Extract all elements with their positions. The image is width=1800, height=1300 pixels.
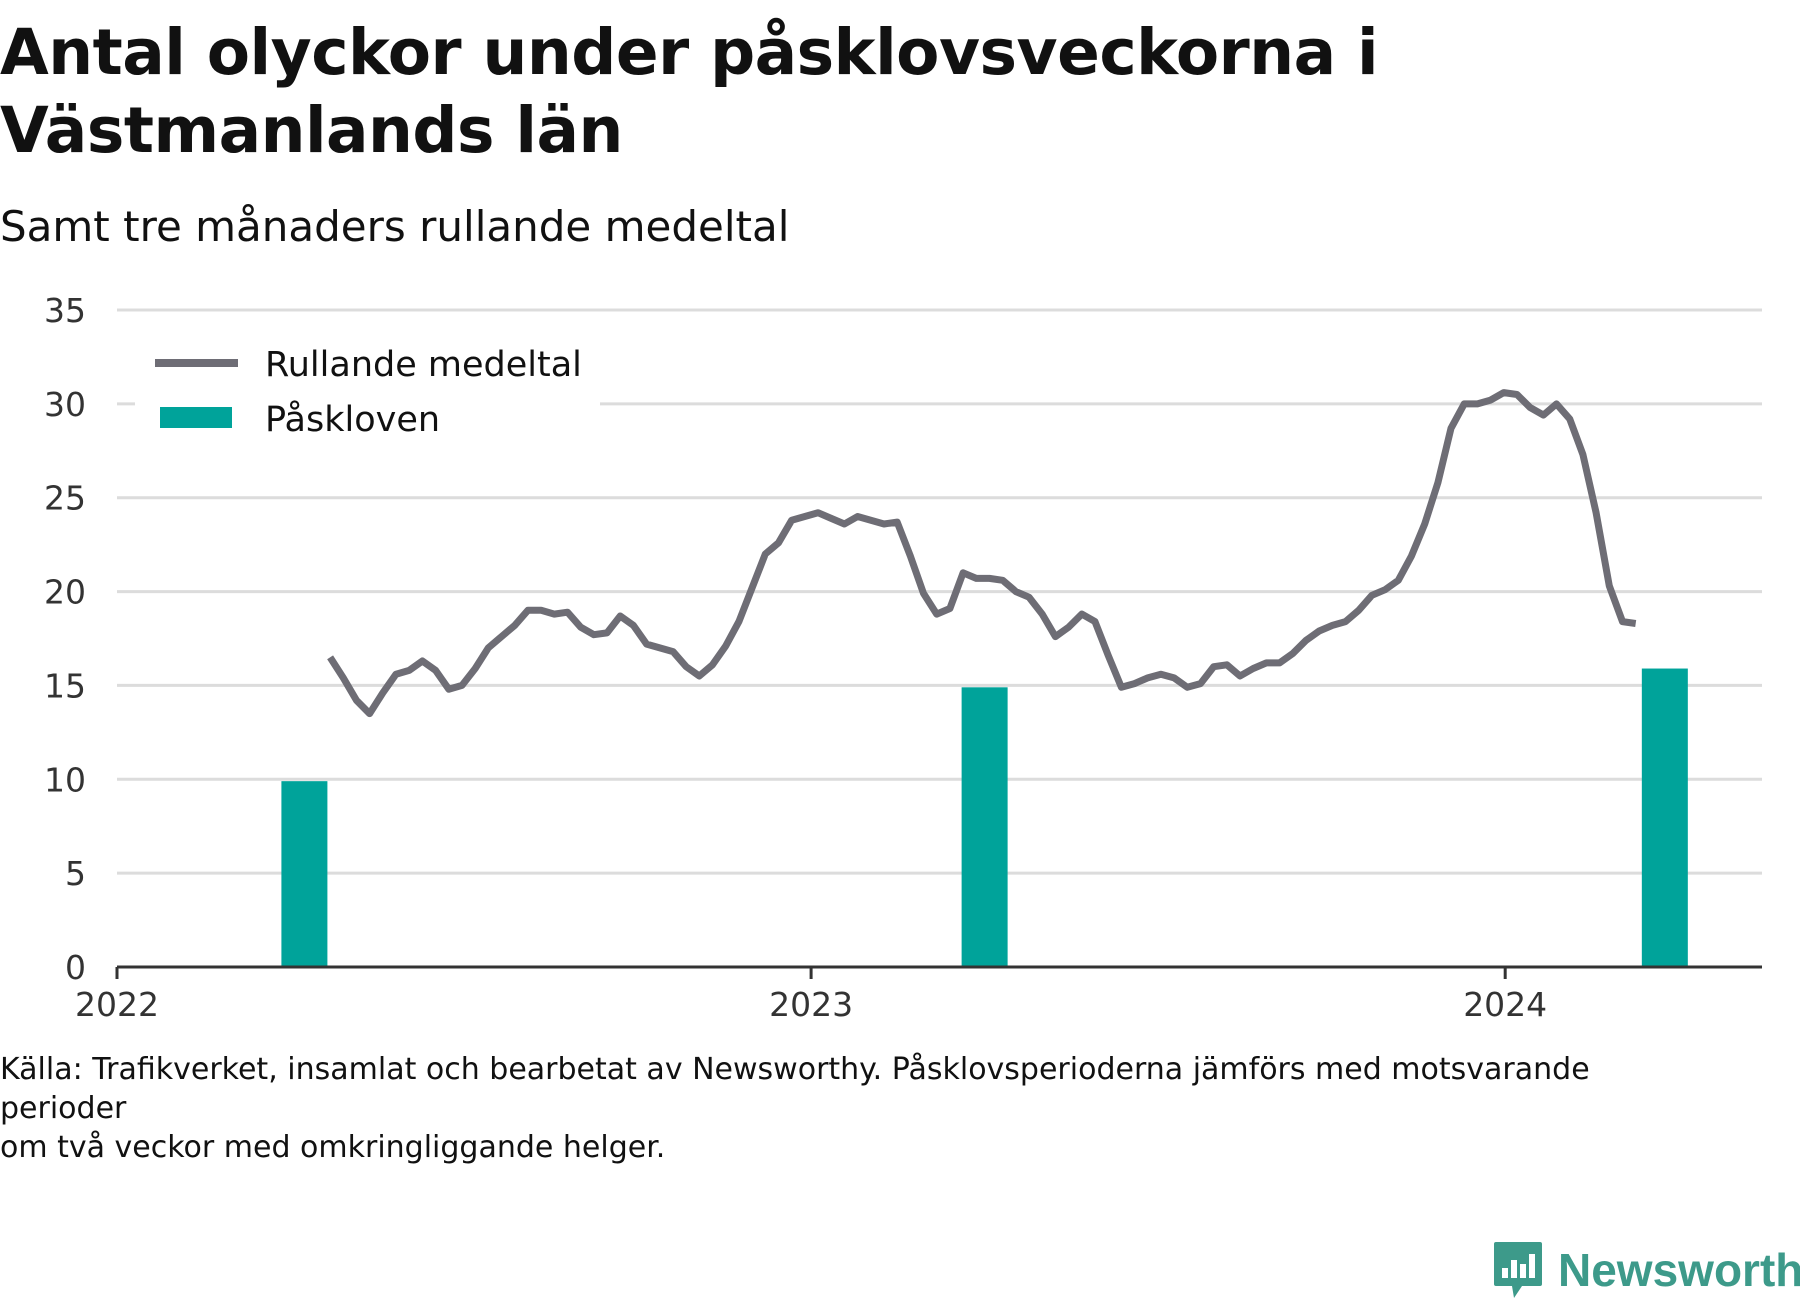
legend: Rullande medeltal Påskloven: [135, 338, 600, 466]
bar-paskloven-1: [961, 687, 1008, 967]
rolling-average-series: [327, 389, 1637, 718]
legend-bar-swatch: [160, 407, 232, 428]
y-tick-label-15: 15: [44, 666, 86, 705]
source-footnote: Källa: Trafikverket, insamlat och bearbe…: [0, 1050, 1720, 1167]
y-tick-label-5: 5: [65, 854, 86, 893]
chart-title: Antal olyckor under påsklovsveckorna i V…: [0, 16, 1379, 167]
line-rullande-medeltal: [327, 389, 1637, 718]
y-tick-label-35: 35: [44, 291, 86, 330]
newsworthy-logo-text: Newsworthy: [1558, 1244, 1800, 1296]
newsworthy-logo-icon: [1494, 1242, 1542, 1298]
y-tick-label-30: 30: [44, 385, 86, 424]
legend-label-line: Rullande medeltal: [265, 345, 582, 385]
x-axis: 2022 2023 2024: [75, 965, 1762, 1024]
bar-paskloven-2: [1641, 668, 1688, 967]
footnote-line-2: om två veckor med omkringliggande helger…: [0, 1130, 666, 1165]
y-tick-label-25: 25: [44, 479, 86, 518]
chart: 0 5 10 15 20 25 30 35 2022 2023 2024 Rullande med…: [44, 291, 1762, 1024]
footnote-line-1: Källa: Trafikverket, insamlat och bearbe…: [0, 1052, 1590, 1126]
bar-paskloven-0: [281, 781, 328, 967]
legend-label-bar: Påskloven: [265, 399, 440, 440]
x-tick-label-2022: 2022: [75, 985, 159, 1024]
bars: [281, 668, 1688, 967]
y-tick-label-20: 20: [44, 573, 86, 612]
y-axis-ticks: 0 5 10 15 20 25 30 35: [44, 291, 86, 987]
newsworthy-logo: Newsworthy: [1492, 1240, 1800, 1300]
y-tick-label-0: 0: [65, 948, 86, 987]
x-tick-label-2023: 2023: [769, 985, 853, 1024]
chart-subtitle: Samt tre månaders rullande medeltal: [0, 202, 790, 251]
x-tick-label-2024: 2024: [1463, 985, 1547, 1024]
y-tick-label-10: 10: [44, 760, 86, 799]
